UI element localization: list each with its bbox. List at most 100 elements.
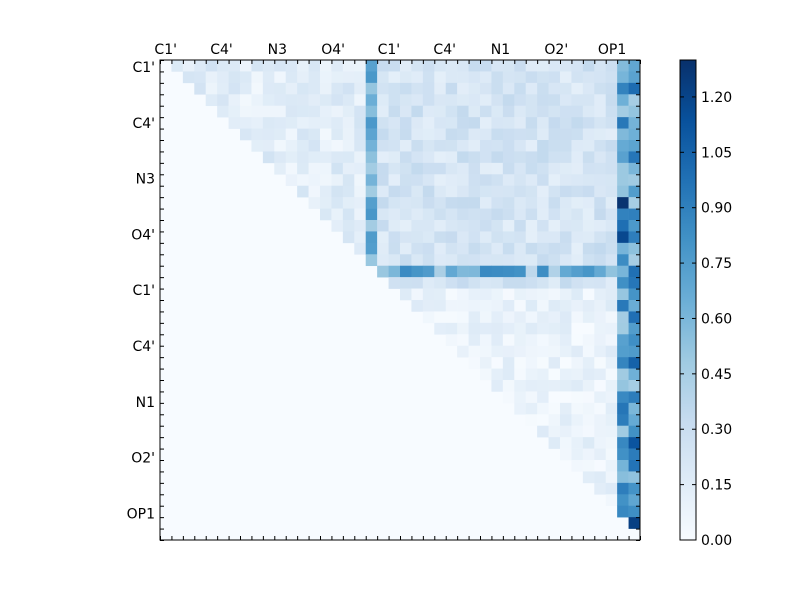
- heatmap-cell: [468, 151, 481, 164]
- heatmap-cell: [320, 128, 332, 141]
- heatmap-cell: [354, 208, 367, 221]
- heatmap-cell: [628, 140, 641, 152]
- heatmap-cell: [628, 357, 641, 369]
- heatmap-cell: [491, 345, 504, 358]
- heatmap-cell: [537, 357, 549, 369]
- heatmap-cell: [617, 437, 629, 449]
- heatmap-cell: [582, 300, 595, 312]
- heatmap-cell: [274, 117, 287, 129]
- heatmap-cell: [514, 334, 527, 347]
- heatmap-cell: [571, 185, 584, 198]
- heatmap-cell: [571, 265, 584, 278]
- heatmap-cell: [331, 162, 344, 175]
- heatmap-cell: [617, 71, 629, 84]
- heatmap-cell: [594, 425, 607, 438]
- heatmap-cell: [205, 82, 218, 95]
- heatmap-cell: [480, 151, 492, 164]
- heatmap-cell: [422, 265, 435, 278]
- heatmap-cell: [297, 82, 309, 95]
- heatmap-cell: [217, 71, 229, 84]
- heatmap-cell: [628, 208, 641, 221]
- heatmap-cell: [468, 117, 481, 129]
- heatmap-cell: [548, 311, 561, 324]
- heatmap-cell: [605, 482, 618, 495]
- heatmap-cell: [411, 71, 424, 84]
- heatmap-cell: [411, 162, 424, 175]
- heatmap-cell: [514, 402, 527, 415]
- heatmap-cell: [514, 288, 527, 301]
- heatmap-cell: [400, 231, 412, 244]
- heatmap-cell: [445, 277, 458, 289]
- heatmap-cell: [560, 60, 572, 72]
- heatmap-cell: [262, 105, 275, 118]
- heatmap-cell: [628, 105, 641, 118]
- heatmap-cell: [411, 208, 424, 221]
- heatmap-cell: [605, 288, 618, 301]
- heatmap-cell: [480, 128, 492, 141]
- heatmap-cell: [617, 368, 629, 381]
- heatmap-cell: [548, 117, 561, 129]
- heatmap-cell: [308, 71, 321, 84]
- heatmap-cell: [240, 117, 252, 129]
- heatmap-cell: [228, 117, 241, 129]
- heatmap-cell: [605, 391, 618, 404]
- heatmap-cell: [582, 185, 595, 198]
- heatmap-cell: [571, 254, 584, 267]
- heatmap-cell: [605, 174, 618, 187]
- heatmap-cell: [457, 288, 469, 301]
- heatmap-cell: [240, 105, 252, 118]
- heatmap-cells: [160, 60, 641, 540]
- heatmap-cell: [560, 414, 572, 427]
- heatmap-cell: [457, 231, 469, 244]
- heatmap-cell: [560, 185, 572, 198]
- heatmap-cell: [308, 185, 321, 198]
- heatmap-cell: [331, 117, 344, 129]
- heatmap-cell: [445, 300, 458, 312]
- heatmap-cell: [388, 185, 401, 198]
- colorbar-tick-label: 0.90: [701, 201, 732, 217]
- heatmap-cell: [571, 60, 584, 72]
- heatmap-cell: [480, 368, 492, 381]
- heatmap-cell: [582, 437, 595, 449]
- axis-ticks: [160, 60, 641, 541]
- heatmap-cell: [617, 117, 629, 129]
- heatmap-cell: [514, 151, 527, 164]
- heatmap-cell: [514, 231, 527, 244]
- heatmap-cell: [605, 322, 618, 335]
- heatmap-cell: [537, 151, 549, 164]
- heatmap-cell: [525, 288, 538, 301]
- heatmap-cell: [605, 437, 618, 449]
- heatmap-cell: [571, 151, 584, 164]
- heatmap-cell: [560, 174, 572, 187]
- heatmap-cell: [354, 242, 367, 255]
- heatmap-cell: [617, 345, 629, 358]
- heatmap-cell: [628, 402, 641, 415]
- heatmap-cell: [571, 414, 584, 427]
- heatmap-cell: [571, 208, 584, 221]
- heatmap-cell: [468, 357, 481, 369]
- heatmap-cell: [605, 82, 618, 95]
- heatmap-cell: [605, 448, 618, 461]
- heatmap-cell: [468, 185, 481, 198]
- heatmap-cell: [457, 117, 469, 129]
- heatmap-cell: [571, 242, 584, 255]
- heatmap-cell: [480, 322, 492, 335]
- heatmap-cell: [274, 60, 287, 72]
- heatmap-cell: [560, 345, 572, 358]
- heatmap-cell: [320, 60, 332, 72]
- heatmap-cell: [388, 242, 401, 255]
- heatmap-cell: [342, 71, 355, 84]
- heatmap-cell: [457, 105, 469, 118]
- heatmap-cell: [628, 197, 641, 209]
- heatmap-cell: [502, 391, 515, 404]
- heatmap-cell: [445, 128, 458, 141]
- heatmap-cell: [514, 117, 527, 129]
- heatmap-cell: [434, 140, 447, 152]
- heatmap-cell: [502, 197, 515, 209]
- heatmap-cell: [571, 357, 584, 369]
- heatmap-cell: [594, 208, 607, 221]
- heatmap-cell: [560, 300, 572, 312]
- heatmap-cell: [354, 71, 367, 84]
- heatmap-cell: [582, 71, 595, 84]
